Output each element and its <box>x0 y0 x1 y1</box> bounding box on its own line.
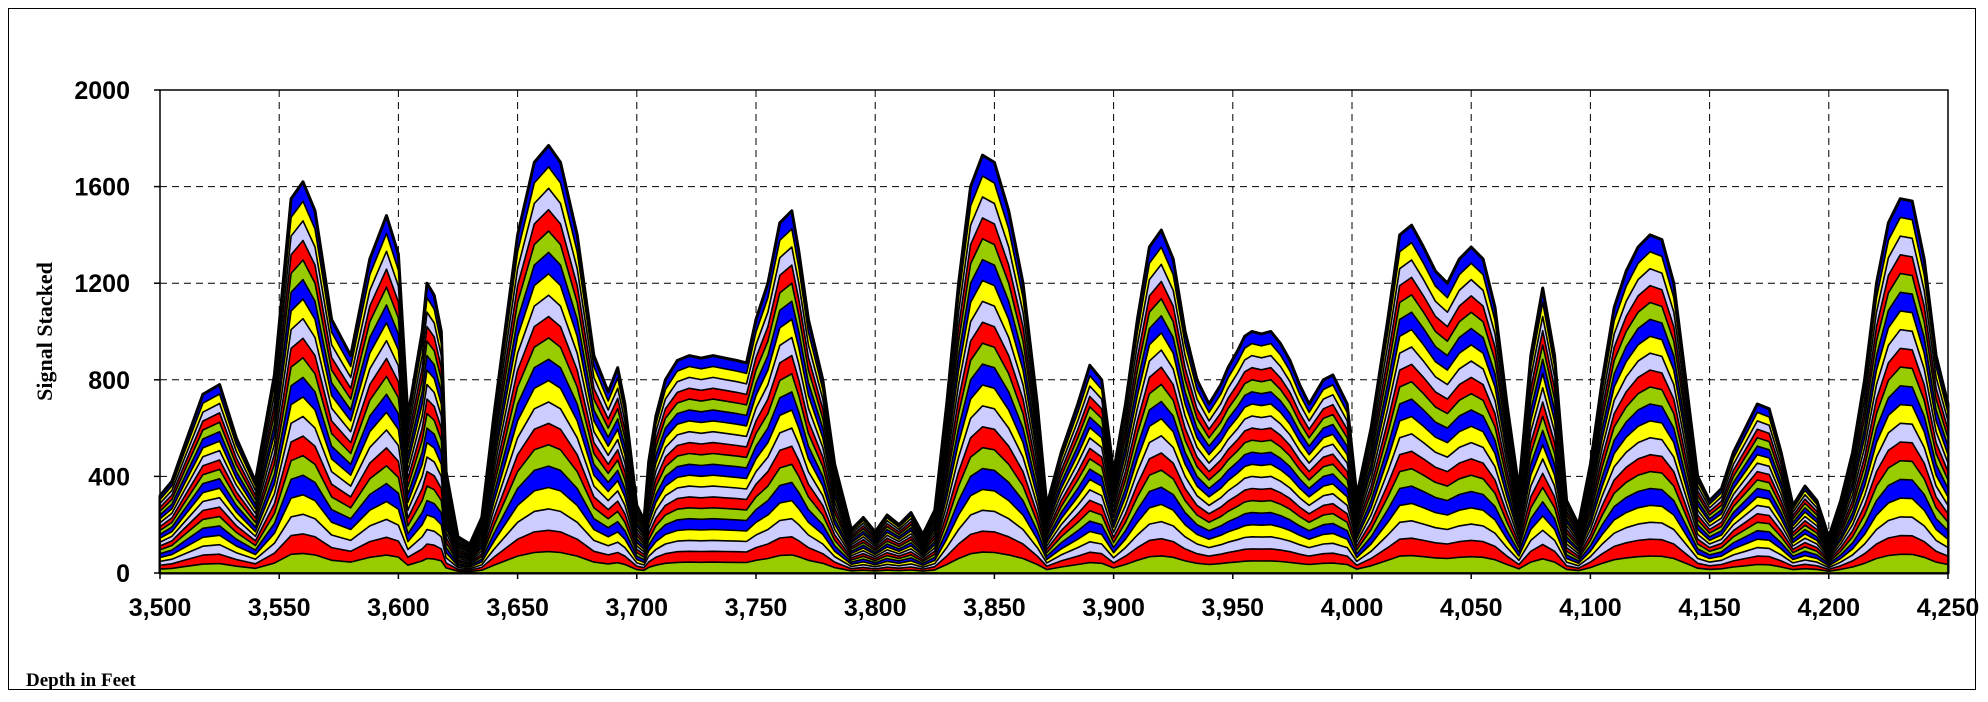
x-tick-label: 3,550 <box>248 594 311 622</box>
x-tick-label: 4,050 <box>1440 594 1503 622</box>
chart-frame <box>8 8 1976 690</box>
y-tick-label: 2000 <box>74 77 130 105</box>
y-tick-label: 1600 <box>74 174 130 202</box>
x-tick-label: 4,100 <box>1559 594 1622 622</box>
y-tick-label: 400 <box>88 463 130 491</box>
x-tick-label: 4,000 <box>1321 594 1384 622</box>
x-tick-label: 4,150 <box>1678 594 1741 622</box>
x-tick-label: 3,950 <box>1202 594 1265 622</box>
x-tick-label: 4,250 <box>1917 594 1980 622</box>
x-tick-label: 3,800 <box>844 594 907 622</box>
y-axis-label: Signal Stacked <box>32 262 57 401</box>
x-tick-label: 4,200 <box>1798 594 1861 622</box>
x-tick-label: 3,600 <box>367 594 430 622</box>
y-axis-ticks: 0 400 800 1200 1600 2000 <box>74 77 160 588</box>
x-tick-label: 3,750 <box>725 594 788 622</box>
x-axis-label: Depth in Feet <box>26 670 136 691</box>
y-tick-label: 800 <box>88 367 130 395</box>
x-tick-label: 3,650 <box>486 594 549 622</box>
plot-border <box>159 89 1949 574</box>
stacked-areas <box>158 144 1950 575</box>
x-tick-label: 3,700 <box>606 594 669 622</box>
y-tick-label: 1200 <box>74 270 130 298</box>
x-tick-label: 3,900 <box>1082 594 1145 622</box>
area-layer-1 <box>159 550 1949 574</box>
x-axis-ticks: 3,500 3,550 3,600 3,650 3,700 3,750 3,800 3,850… <box>129 573 1980 622</box>
x-tick-label: 3,850 <box>963 594 1026 622</box>
x-tick-label: 3,500 <box>129 594 192 622</box>
y-tick-label: 0 <box>116 560 130 588</box>
